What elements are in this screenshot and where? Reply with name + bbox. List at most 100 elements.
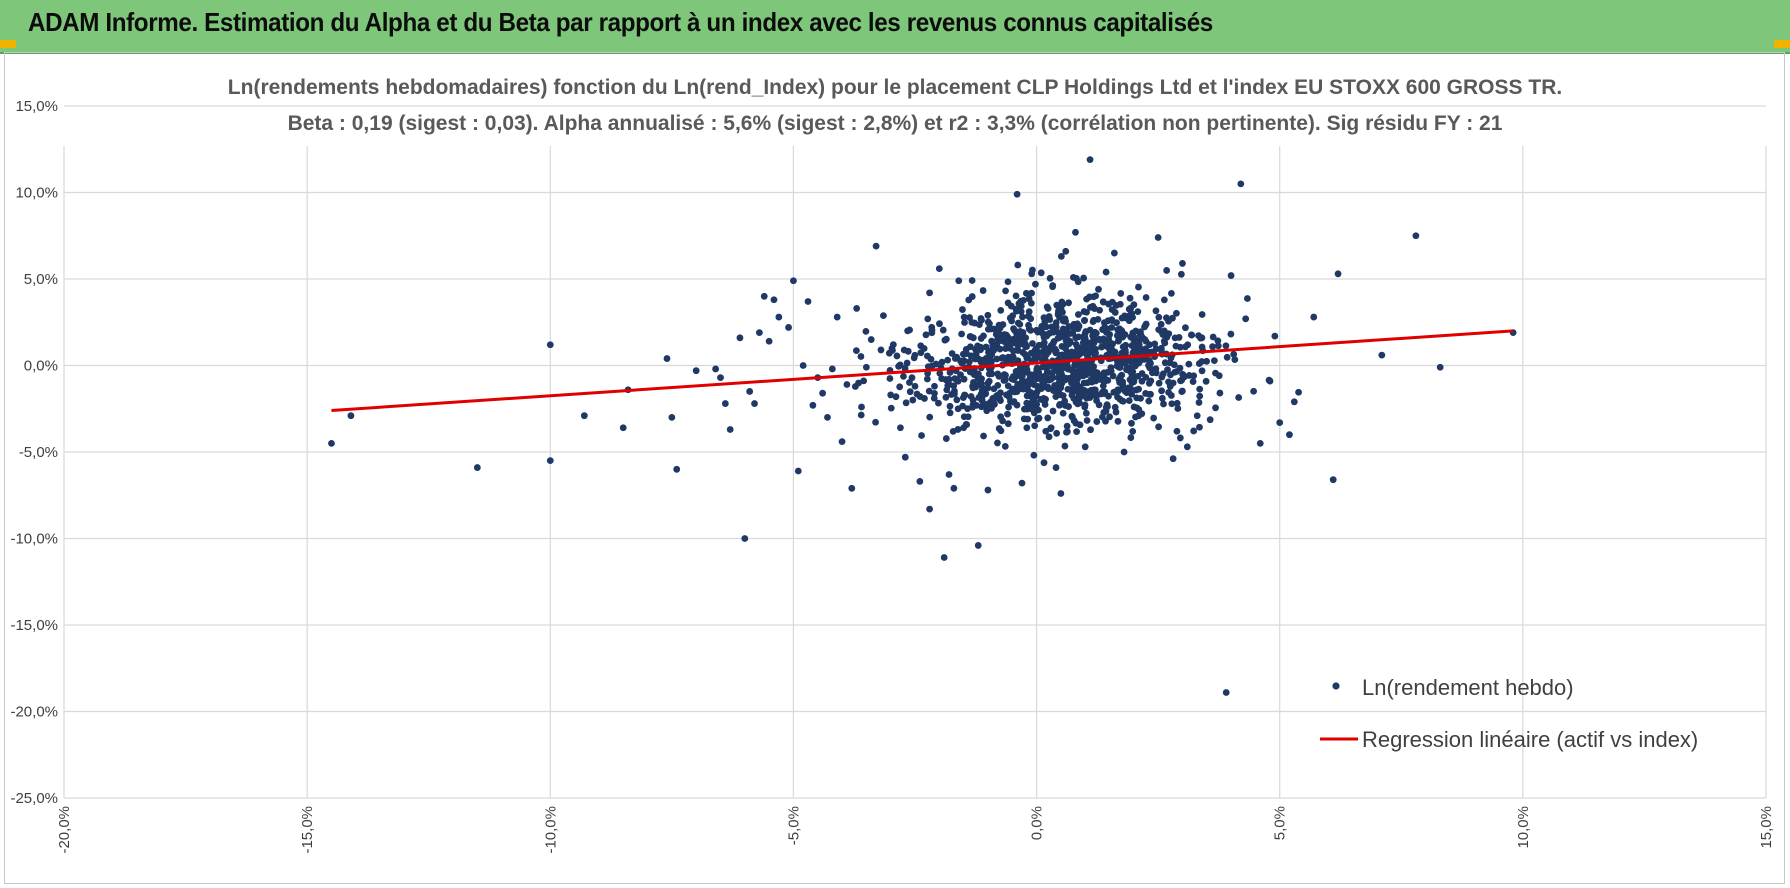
data-point xyxy=(1412,232,1420,240)
data-point xyxy=(1209,333,1217,341)
data-point xyxy=(916,478,924,485)
data-point xyxy=(1014,261,1022,269)
data-point xyxy=(969,396,977,404)
data-point xyxy=(668,414,676,421)
data-point xyxy=(1179,370,1187,378)
data-point xyxy=(1087,426,1094,434)
data-point xyxy=(790,277,797,285)
data-point xyxy=(1130,333,1138,341)
data-point xyxy=(965,358,973,366)
data-point xyxy=(1105,392,1112,400)
data-point xyxy=(992,393,1000,400)
data-point xyxy=(1129,313,1136,321)
data-point xyxy=(1002,287,1009,295)
data-point xyxy=(1006,389,1014,397)
data-point xyxy=(1222,342,1230,350)
data-point xyxy=(1027,299,1035,307)
data-point xyxy=(1235,394,1243,401)
data-point xyxy=(931,382,938,390)
data-point xyxy=(946,409,954,417)
data-point xyxy=(1132,413,1139,421)
data-point xyxy=(885,349,893,357)
data-point xyxy=(853,305,861,312)
data-point xyxy=(985,370,993,378)
data-point xyxy=(901,453,909,461)
data-point xyxy=(1081,364,1089,372)
data-point xyxy=(1137,395,1144,402)
data-point xyxy=(940,554,948,561)
data-point xyxy=(1155,423,1162,431)
data-point xyxy=(760,292,768,300)
data-point xyxy=(1214,342,1222,350)
data-point xyxy=(958,330,965,338)
x-tick-label: -15,0% xyxy=(299,806,316,854)
data-point xyxy=(1215,372,1223,380)
data-point xyxy=(1089,332,1097,340)
data-point xyxy=(921,395,928,402)
data-point xyxy=(985,399,993,407)
data-point xyxy=(1202,377,1210,385)
data-point xyxy=(1147,359,1154,367)
data-point xyxy=(1243,295,1251,302)
corner-marker-right xyxy=(1774,40,1790,48)
data-point xyxy=(944,382,952,390)
data-point xyxy=(1195,399,1203,406)
data-point xyxy=(1093,397,1100,404)
data-point xyxy=(1058,298,1066,306)
data-point xyxy=(867,336,875,343)
data-point xyxy=(1049,282,1057,289)
data-point xyxy=(1129,427,1137,435)
data-point xyxy=(1378,351,1386,359)
data-point xyxy=(843,381,851,388)
data-point xyxy=(1063,428,1071,436)
x-tick-label: 15,0% xyxy=(1758,806,1775,849)
data-point xyxy=(1250,387,1258,395)
data-point xyxy=(712,365,720,373)
data-point xyxy=(979,392,987,400)
data-point xyxy=(1168,400,1176,408)
data-point xyxy=(1012,292,1020,300)
data-point xyxy=(1145,397,1153,405)
data-point xyxy=(1165,330,1173,338)
data-point xyxy=(1102,404,1110,411)
data-point xyxy=(1070,375,1078,383)
data-point xyxy=(996,345,1004,353)
data-point xyxy=(1122,341,1130,349)
data-point xyxy=(1082,328,1090,335)
data-point xyxy=(954,377,962,385)
data-point xyxy=(942,435,950,442)
data-point xyxy=(893,352,901,360)
data-point xyxy=(957,371,964,379)
data-point xyxy=(1035,414,1043,422)
data-point xyxy=(1178,387,1186,395)
data-point xyxy=(741,535,749,542)
data-point xyxy=(995,425,1003,432)
data-point xyxy=(1108,324,1116,331)
data-point xyxy=(955,277,963,285)
data-point xyxy=(1177,270,1185,278)
data-point xyxy=(928,362,936,370)
data-point xyxy=(1163,267,1171,274)
data-point xyxy=(984,486,992,494)
data-point xyxy=(1037,395,1045,403)
data-point xyxy=(939,326,947,334)
data-point xyxy=(1057,391,1065,399)
page-title: ADAM Informe. Estimation du Alpha et du … xyxy=(28,7,1213,37)
data-point xyxy=(1146,341,1153,349)
data-point xyxy=(1097,337,1104,344)
data-point xyxy=(1104,376,1112,384)
data-point xyxy=(1116,395,1124,403)
data-point xyxy=(1286,431,1293,439)
data-point xyxy=(838,438,846,446)
data-point xyxy=(736,334,744,342)
data-point xyxy=(1127,368,1134,376)
data-point xyxy=(1080,349,1087,356)
data-point xyxy=(990,346,998,354)
data-point xyxy=(1114,417,1122,425)
data-point xyxy=(855,379,862,387)
data-point xyxy=(1080,274,1088,282)
data-point xyxy=(1276,419,1284,426)
data-point xyxy=(765,337,773,345)
data-point xyxy=(970,379,977,386)
data-point xyxy=(897,424,904,432)
